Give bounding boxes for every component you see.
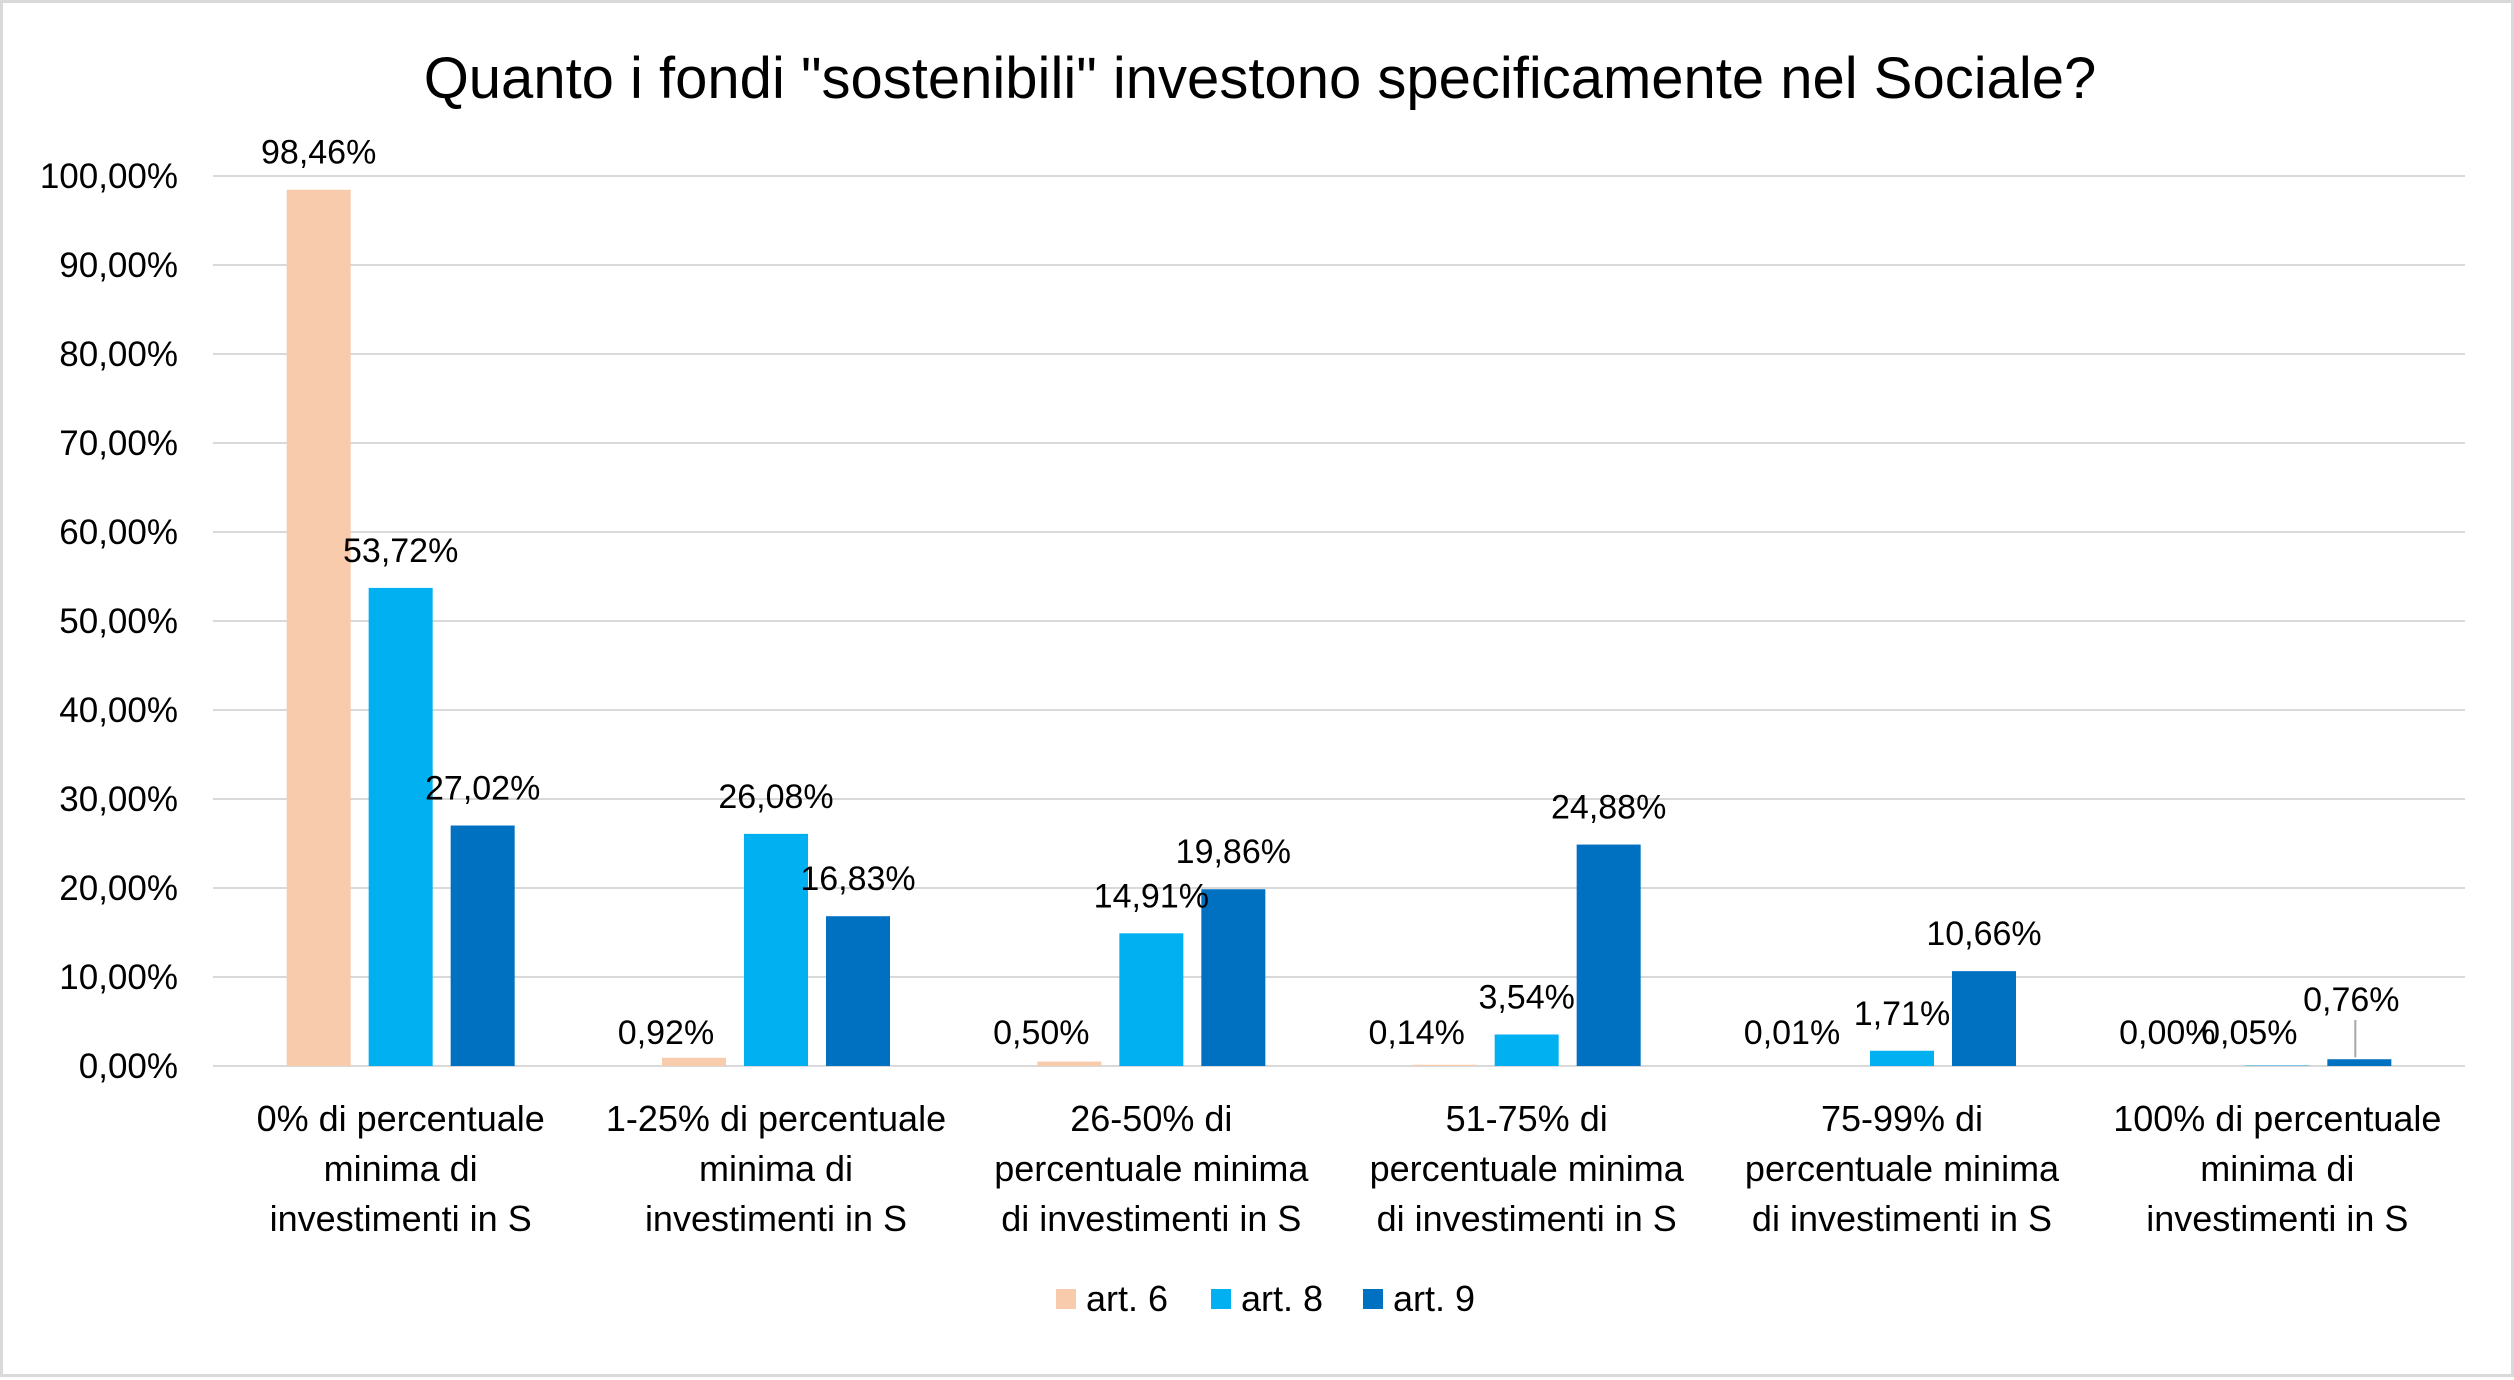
chart-title: Quanto i fondi "sostenibili" investono s… [424,46,2097,111]
category-label-line: di investimenti in S [1752,1198,2052,1239]
category-label-line: percentuale minima [1370,1148,1685,1189]
bar-art-8-1 [744,834,808,1066]
category-label: 51-75% di percentuale minima di investimen… [1370,1098,1685,1239]
bar-art-8-4 [1870,1051,1934,1066]
y-axis-ticks: 0,00% 10,00% 20,00% 30,00% 40,00% 50,00% 60,00… [40,157,178,1086]
data-label: 0,14% [1368,1014,1464,1052]
category-label-line: minima di [324,1148,478,1189]
y-tick-label: 60,00% [59,513,178,552]
y-tick-label: 20,00% [59,869,178,908]
y-tick-label: 30,00% [59,780,178,819]
data-label: 0,01% [1744,1014,1840,1052]
data-label: 10,66% [1926,915,2041,953]
category-label-line: investimenti in S [2146,1198,2408,1239]
bar-chart: Quanto i fondi "sostenibili" investono s… [3,3,2514,1380]
data-label: 16,83% [800,860,915,898]
category-label-line: di investimenti in S [1377,1198,1677,1239]
data-label: 0,76% [2303,981,2399,1019]
y-tick-label: 70,00% [59,424,178,463]
bar-art-9-3 [1577,845,1641,1066]
y-tick-label: 80,00% [59,335,178,374]
category-label-line: percentuale minima [1745,1148,2060,1189]
data-label: 0,92% [618,1014,714,1052]
y-tick-label: 40,00% [59,691,178,730]
bar-art-9-0 [451,826,515,1066]
y-tick-label: 10,00% [59,958,178,997]
x-axis-categories: 0% di percentuale minima di investimenti i… [257,1098,2442,1239]
data-label: 19,86% [1176,833,1291,871]
bars [287,190,2392,1066]
category-label-line: 0% di percentuale [257,1098,545,1139]
legend-swatch [1363,1289,1383,1309]
bar-art-9-1 [826,916,890,1066]
legend: art. 6 art. 8 art. 9 [1056,1278,1475,1319]
data-label: 98,46% [261,134,376,172]
category-label: 75-99% di percentuale minima di investimen… [1745,1098,2060,1239]
y-tick-label: 0,00% [79,1047,178,1086]
legend-swatch [1211,1289,1231,1309]
category-label-line: di investimenti in S [1001,1198,1301,1239]
bar-art-6-1 [662,1058,726,1066]
bar-art-8-3 [1495,1034,1559,1066]
data-label: 14,91% [1094,877,1209,915]
data-label: 24,88% [1551,789,1666,827]
bar-art-9-2 [1201,889,1265,1066]
category-label-line: 1-25% di percentuale [606,1098,946,1139]
data-label: 26,08% [718,778,833,816]
bar-art-6-3 [1413,1065,1477,1066]
category-label-line: percentuale minima [994,1148,1309,1189]
bar-art-9-5 [2327,1059,2391,1066]
category-label-line: investimenti in S [270,1198,532,1239]
bar-art-8-0 [369,588,433,1066]
bar-art-6-2 [1037,1062,1101,1066]
bar-art-9-4 [1952,971,2016,1066]
legend-entry: art. 9 [1393,1278,1475,1319]
bar-art-6-0 [287,190,351,1066]
category-label-line: investimenti in S [645,1198,907,1239]
y-tick-label: 100,00% [40,157,178,196]
y-tick-label: 90,00% [59,246,178,285]
data-label: 3,54% [1478,978,1574,1016]
data-label: 0,50% [993,1014,1089,1052]
category-label-line: 51-75% di [1446,1098,1608,1139]
category-label: 0% di percentuale minima di investimenti i… [257,1098,545,1239]
category-label: 100% di percentuale minima di investimenti… [2113,1098,2441,1239]
category-label: 1-25% di percentuale minima di investiment… [606,1098,946,1239]
y-tick-label: 50,00% [59,602,178,641]
category-label-line: minima di [2200,1148,2354,1189]
bar-art-8-2 [1119,933,1183,1066]
legend-swatch [1056,1289,1076,1309]
legend-entry: art. 8 [1241,1278,1323,1319]
category-label-line: 100% di percentuale [2113,1098,2441,1139]
category-label-line: 26-50% di [1070,1098,1232,1139]
category-label-line: minima di [699,1148,853,1189]
data-label: 53,72% [343,532,458,570]
data-labels: 98,46%0,92%0,50%0,14%0,01%0,00%53,72%26,… [261,134,2400,1052]
data-label: 0,05% [2201,1014,2297,1052]
data-label: 1,71% [1854,995,1950,1033]
data-label: 27,02% [425,770,540,808]
legend-entry: art. 6 [1086,1278,1168,1319]
gridlines [213,176,2465,1066]
category-label: 26-50% di percentuale minima di investimen… [994,1098,1309,1239]
category-label-line: 75-99% di [1821,1098,1983,1139]
